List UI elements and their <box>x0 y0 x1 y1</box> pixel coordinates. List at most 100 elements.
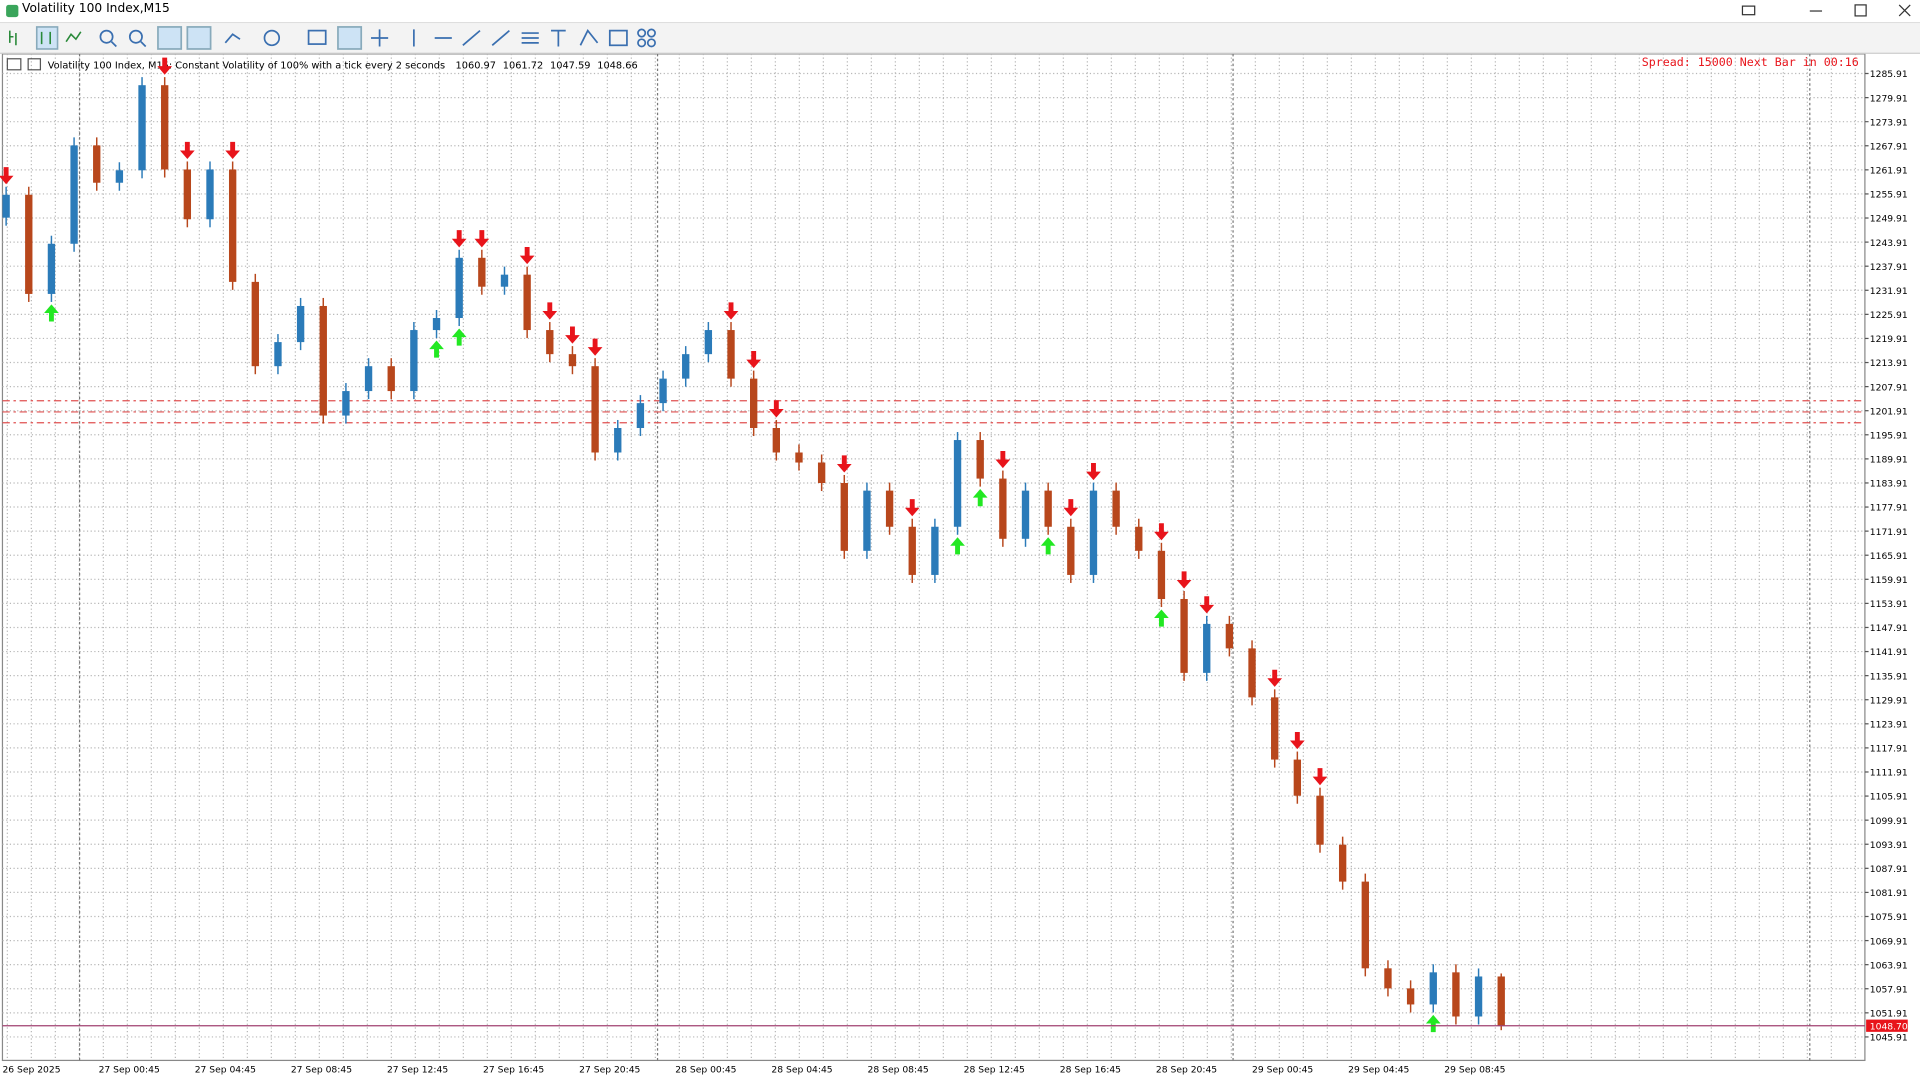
x-tick-label: 28 Sep 00:45 <box>675 1065 736 1076</box>
candle-body <box>840 482 848 551</box>
y-tick-label: 1237.91 <box>1870 262 1908 273</box>
sell-arrow <box>1312 768 1328 786</box>
toolbar-icons[interactable] <box>0 23 686 52</box>
candle-body <box>1452 972 1460 1017</box>
candle-body <box>863 490 871 551</box>
app-icon <box>6 4 19 18</box>
candle-body <box>795 452 803 463</box>
y-tick-label: 1249.91 <box>1870 214 1908 225</box>
y-tick-label: 1207.91 <box>1870 382 1908 393</box>
candle-body <box>568 354 577 367</box>
sell-arrow <box>1154 523 1169 541</box>
y-tick-label: 1261.91 <box>1870 166 1908 177</box>
candle-body <box>319 305 327 416</box>
x-tick-label: 29 Sep 00:45 <box>1252 1065 1313 1076</box>
sell-arrow <box>225 141 241 160</box>
y-tick-label: 1117.91 <box>1870 744 1908 755</box>
x-tick-label: 27 Sep 08:45 <box>291 1065 352 1076</box>
y-tick-label: 1267.91 <box>1870 141 1908 152</box>
y-tick-label: 1105.91 <box>1870 792 1908 803</box>
x-tick-label: 29 Sep 04:45 <box>1348 1065 1409 1076</box>
y-tick-label: 1285.91 <box>1870 69 1908 80</box>
candle-body <box>1021 490 1030 539</box>
candle-body <box>1112 490 1120 527</box>
sell-arrow <box>180 141 195 160</box>
candle-body <box>750 378 758 429</box>
candle-body <box>410 330 418 392</box>
x-tick-label: 28 Sep 20:45 <box>1156 1065 1217 1076</box>
y-tick-label: 1111.91 <box>1870 768 1908 779</box>
candle-body <box>1293 759 1302 796</box>
candle-body <box>2 194 10 218</box>
candle-body <box>636 403 645 429</box>
y-tick-label: 1135.91 <box>1870 671 1908 682</box>
candle-body <box>931 526 939 575</box>
buy-arrow <box>429 340 444 358</box>
toolbar[interactable] <box>0 23 1920 54</box>
title-bar: Volatility 100 Index,M15 <box>0 0 1920 24</box>
candle-body <box>1429 972 1437 1005</box>
sell-arrow <box>1086 463 1101 481</box>
sell-arrow <box>1063 499 1079 517</box>
candle-body <box>387 366 395 392</box>
sell-arrow <box>768 400 784 418</box>
candle-body <box>115 170 124 183</box>
sell-arrow <box>157 57 173 75</box>
y-tick-label: 1147.91 <box>1870 623 1908 634</box>
y-tick-label: 1183.91 <box>1870 479 1908 490</box>
status-text: Spread: 15000 Next Bar in 00:16 <box>1642 55 1859 69</box>
y-tick-label: 1069.91 <box>1870 936 1908 947</box>
x-tick-label: 27 Sep 20:45 <box>579 1065 640 1076</box>
buy-arrow <box>1154 609 1169 627</box>
y-tick-label: 1129.91 <box>1870 695 1908 706</box>
y-tick-label: 1219.91 <box>1870 334 1908 345</box>
candle-body <box>342 391 350 416</box>
candle-body <box>1338 844 1347 882</box>
candle-body <box>1271 697 1279 760</box>
y-tick-label: 1153.91 <box>1870 599 1908 610</box>
y-tick-label: 1075.91 <box>1870 912 1908 923</box>
candle-body <box>138 85 146 171</box>
y-tick-label: 1213.91 <box>1870 358 1908 369</box>
x-tick-label: 27 Sep 00:45 <box>99 1065 160 1076</box>
candle-body <box>47 243 56 294</box>
y-tick-label: 1087.91 <box>1870 864 1908 875</box>
x-tick-label: 28 Sep 04:45 <box>771 1065 832 1076</box>
candle-body <box>228 169 237 282</box>
buy-arrow <box>1425 1014 1441 1033</box>
y-tick-label: 1099.91 <box>1870 816 1908 827</box>
candle-body <box>1497 976 1505 1026</box>
candle-body <box>591 366 599 453</box>
plot-frame <box>1 53 1866 1062</box>
candle-body <box>25 194 33 294</box>
y-tick-label: 1159.91 <box>1870 575 1908 586</box>
sell-arrow <box>474 230 490 248</box>
chart: Volatility 100 Index, M15: Constant Vola… <box>0 53 1920 1080</box>
candle-body <box>455 257 463 319</box>
candle-body <box>1157 550 1166 600</box>
y-tick-label: 1201.91 <box>1870 406 1908 417</box>
sell-arrow <box>1290 731 1305 750</box>
candle-body <box>1089 490 1098 575</box>
candle-body <box>772 428 781 453</box>
price-label-box <box>1866 1019 1908 1032</box>
chart-background <box>0 53 1920 1080</box>
y-tick-label: 1231.91 <box>1870 286 1908 297</box>
y-tick-label: 1177.91 <box>1870 503 1908 514</box>
candle-body <box>1067 526 1075 575</box>
x-tick-label: 29 Sep 08:45 <box>1444 1065 1505 1076</box>
y-tick-label: 1123.91 <box>1870 719 1908 730</box>
candle-body <box>206 169 214 220</box>
y-tick-label: 1195.91 <box>1870 430 1908 441</box>
x-tick-label: 27 Sep 12:45 <box>387 1065 448 1076</box>
x-tick-label: 28 Sep 08:45 <box>868 1065 929 1076</box>
sell-arrow <box>565 326 580 344</box>
chart-info: Volatility 100 Index, M15: Constant Vola… <box>48 61 638 72</box>
candle-body <box>296 305 305 343</box>
y-tick-label: 1141.91 <box>1870 647 1908 658</box>
window-controls[interactable] <box>1724 0 1920 22</box>
sell-arrow <box>836 455 852 473</box>
sell-arrow <box>542 302 558 320</box>
candle-body <box>999 478 1007 539</box>
